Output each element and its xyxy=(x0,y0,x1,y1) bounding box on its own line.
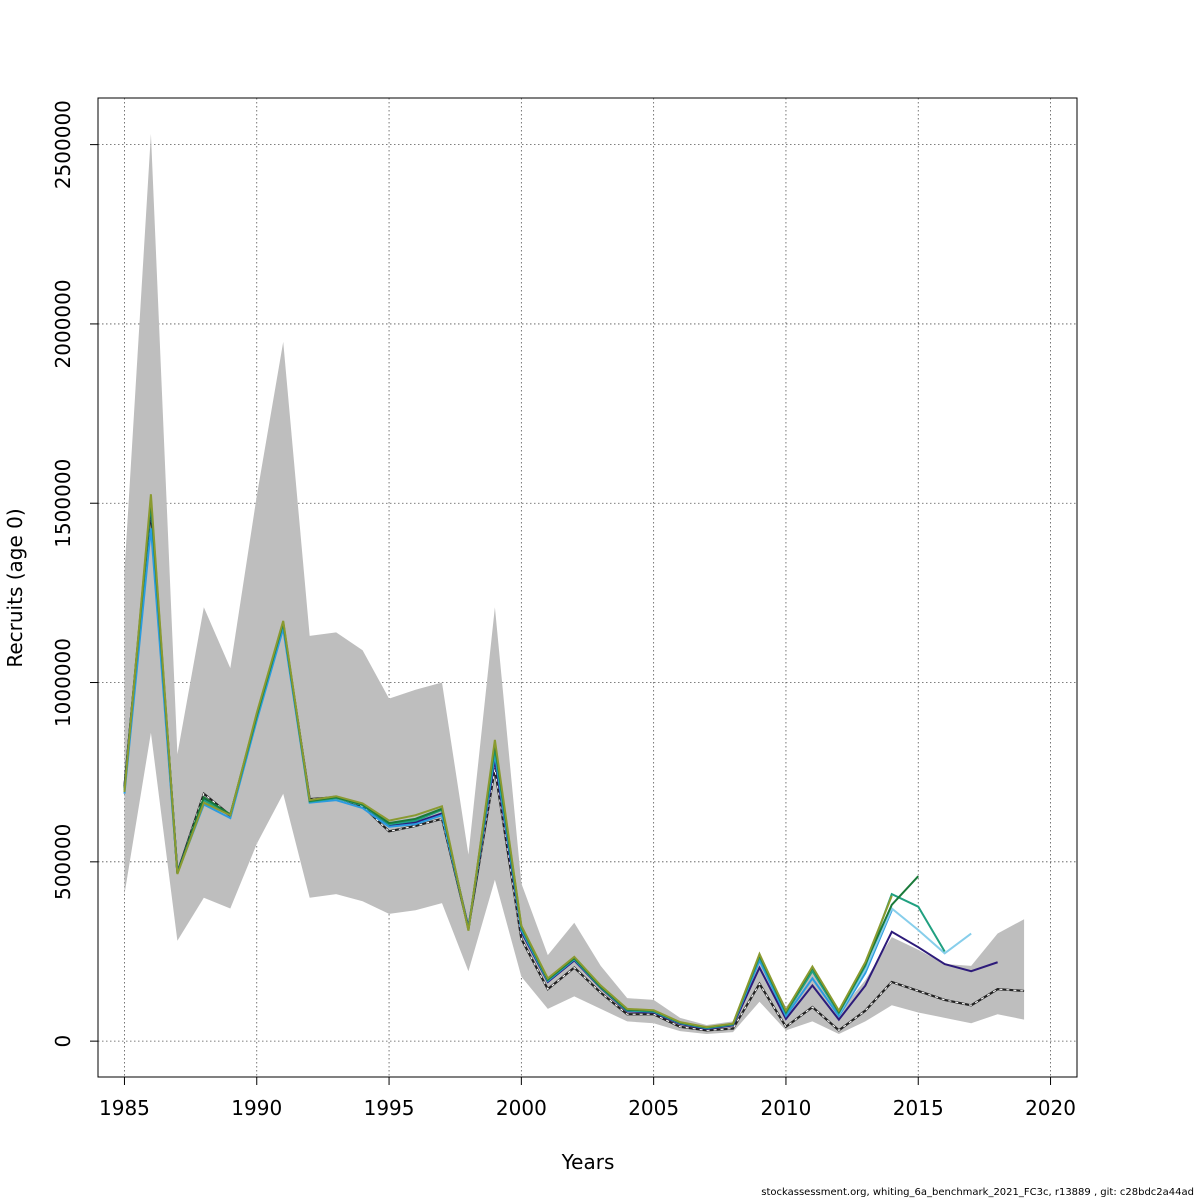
x-tick-label: 2020 xyxy=(1025,1096,1076,1120)
x-tick-label: 2015 xyxy=(893,1096,944,1120)
series-line-6 xyxy=(123,494,893,1029)
y-tick-label: 1500000 xyxy=(51,459,75,548)
x-tick-label: 1985 xyxy=(99,1096,150,1120)
x-tick-label: 1990 xyxy=(231,1096,282,1120)
y-tick-label: 1000000 xyxy=(51,638,75,727)
series-layer xyxy=(123,494,1025,1032)
series-line-dash-0 xyxy=(123,510,1025,1032)
x-tick-label: 2005 xyxy=(628,1096,679,1120)
confidence-band xyxy=(124,133,1025,1034)
y-tick-label: 0 xyxy=(51,1035,75,1048)
y-axis: 0 500000 1000000 1500000 2000000 2500000 xyxy=(51,100,99,1048)
y-tick-label: 2000000 xyxy=(51,279,75,368)
x-tick-label: 2010 xyxy=(760,1096,811,1120)
grid-lines xyxy=(98,98,1077,1077)
y-tick-label: 2500000 xyxy=(51,100,75,189)
y-axis-label: Recruits (age 0) xyxy=(3,508,27,667)
x-tick-label: 1995 xyxy=(364,1096,415,1120)
x-axis-label: Years xyxy=(561,1150,615,1174)
x-tick-label: 2000 xyxy=(496,1096,547,1120)
confidence-band-layer xyxy=(124,133,1025,1034)
x-axis: 1985 1990 1995 2000 2005 2010 2015 2020 xyxy=(99,1076,1076,1120)
footer-caption: stockassessment.org, whiting_6a_benchmar… xyxy=(761,1187,1194,1198)
series-line-3 xyxy=(838,906,972,1015)
y-tick-label: 500000 xyxy=(51,824,75,900)
